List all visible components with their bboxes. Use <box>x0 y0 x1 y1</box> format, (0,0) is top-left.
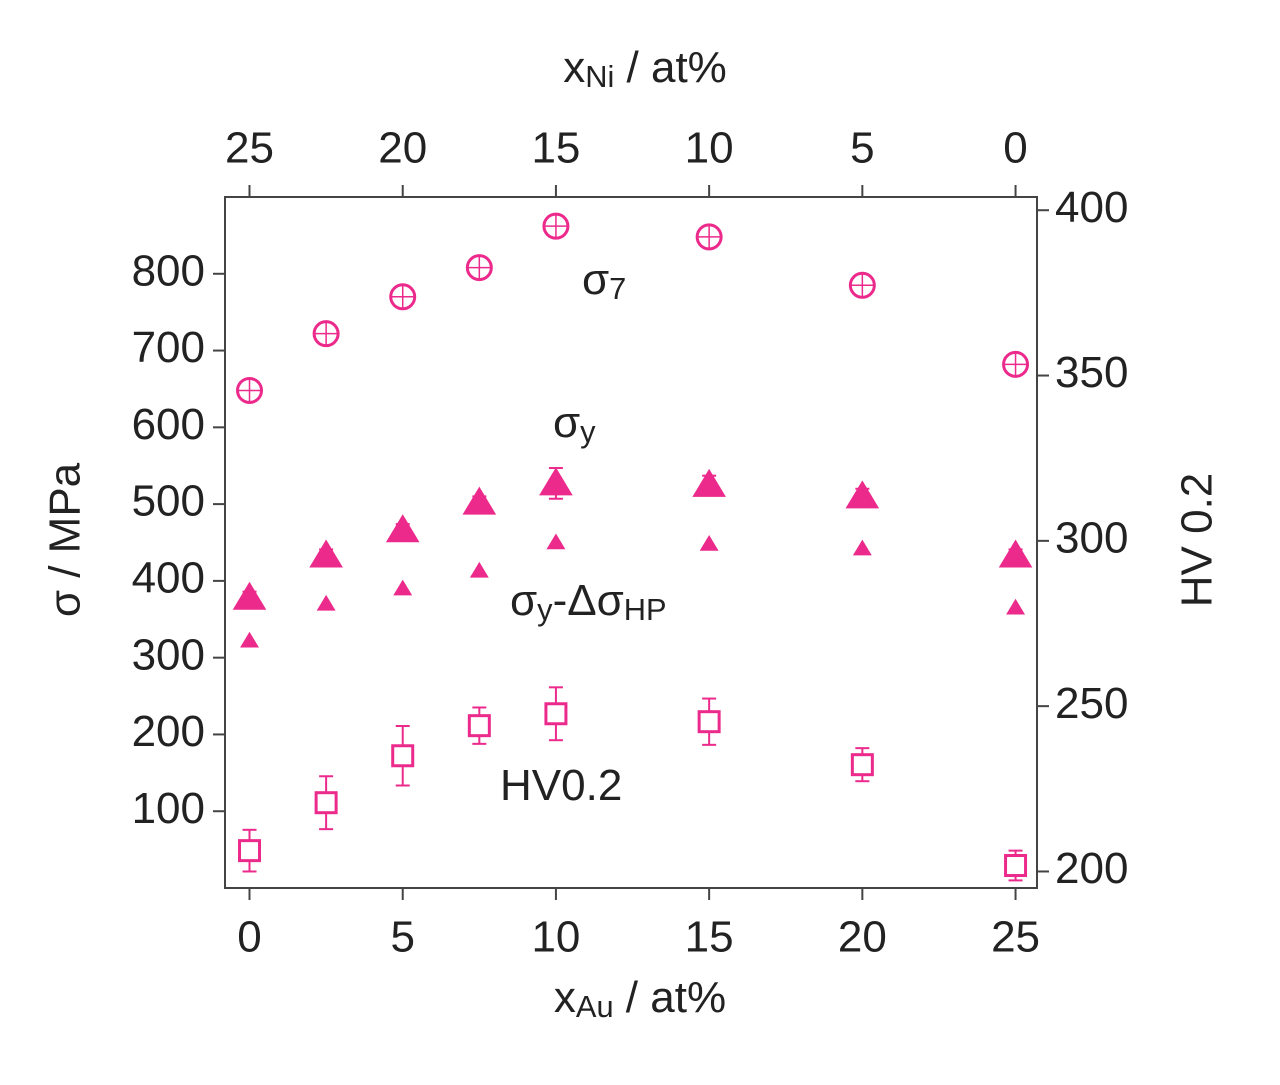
x2-axis-title-part: / at% <box>614 43 727 92</box>
x2-axis-title-part: x <box>563 43 585 92</box>
x-tick-label: 5 <box>390 913 414 962</box>
square-point <box>391 744 415 768</box>
x-tick-label: 15 <box>685 913 734 962</box>
series-annotation-sub: 7 <box>609 271 626 306</box>
y-tick-label: 700 <box>132 323 205 372</box>
x-tick-label: 10 <box>531 913 580 962</box>
x-tick-label: 0 <box>237 913 261 962</box>
square-point <box>850 753 874 777</box>
x2-tick-label: 15 <box>531 124 580 173</box>
small-triangle-point <box>699 535 719 551</box>
x2-axis-title: xNi / at% <box>563 43 727 95</box>
triangle-point <box>845 480 880 509</box>
series-annotation-sub: HP <box>624 592 667 627</box>
triangle-point <box>692 468 726 497</box>
triangle-point <box>385 514 420 543</box>
y-tick-label: 200 <box>132 707 205 756</box>
series-annotation-part: σ <box>510 576 537 625</box>
x-axis-title: xAu / at% <box>554 973 726 1025</box>
square-point <box>238 839 262 863</box>
triangle-point <box>232 581 267 610</box>
y-tick-label: 600 <box>132 400 205 449</box>
circle-point <box>236 376 264 404</box>
series-annotation-part: -Δσ <box>553 576 624 625</box>
series-annotation-part: σ <box>553 398 580 447</box>
x2-tick-label: 5 <box>850 124 874 173</box>
circle-point <box>695 223 723 251</box>
triangle-point <box>462 486 497 515</box>
triangle-point <box>539 467 573 496</box>
y2-tick-label: 200 <box>1055 844 1128 893</box>
series-annotation: σy-ΔσHP <box>510 576 667 628</box>
series-annotation-sub: y <box>537 592 553 627</box>
y-tick-label: 800 <box>132 246 205 295</box>
square-point <box>314 791 338 815</box>
series-annotation-sub: y <box>580 414 596 449</box>
circle-point <box>465 254 493 282</box>
circle-point <box>389 283 417 311</box>
y-tick-label: 100 <box>132 784 205 833</box>
series-annotation: σ7 <box>582 255 626 307</box>
square-point <box>544 702 568 726</box>
small-triangle-point <box>1006 598 1026 615</box>
y-tick-label: 500 <box>132 477 205 526</box>
series-annotation: HV0.2 <box>500 761 622 810</box>
circle-point <box>312 320 340 348</box>
small-triangle-point <box>316 594 336 611</box>
y2-tick-label: 300 <box>1055 513 1128 562</box>
x-axis-title-sub: Au <box>576 989 614 1024</box>
x-axis-title-part: / at% <box>614 973 727 1022</box>
x2-tick-label: 25 <box>225 124 274 173</box>
series-annotation: σy <box>553 398 596 450</box>
triangle-point <box>998 539 1033 568</box>
y2-tick-label: 350 <box>1055 348 1128 397</box>
triangle-point <box>309 539 343 568</box>
x2-tick-label: 0 <box>1003 124 1027 173</box>
small-triangle-point <box>393 579 413 596</box>
y2-axis-title: HV 0.2 <box>1173 473 1222 608</box>
series-annotation-part: HV0.2 <box>500 761 622 810</box>
y-axis-title: σ / MPa <box>41 462 90 617</box>
small-triangle-point <box>852 539 872 556</box>
series-annotation-part: σ <box>582 255 609 304</box>
x2-tick-label: 20 <box>378 124 427 173</box>
x2-axis-title-sub: Ni <box>585 59 614 94</box>
plot-frame <box>224 196 1038 889</box>
circle-point <box>542 212 570 240</box>
y2-tick-label: 250 <box>1055 679 1128 728</box>
square-point <box>697 710 721 734</box>
square-point <box>467 714 491 738</box>
x-tick-label: 20 <box>838 913 887 962</box>
y-tick-label: 400 <box>132 554 205 603</box>
x2-tick-label: 10 <box>685 124 734 173</box>
y2-tick-label: 400 <box>1055 183 1128 232</box>
small-triangle-point <box>240 631 259 648</box>
x-tick-label: 25 <box>991 913 1040 962</box>
small-triangle-point <box>546 533 566 550</box>
square-point <box>1004 854 1028 878</box>
circle-point <box>1002 350 1030 378</box>
circle-point <box>848 271 876 299</box>
x-axis-title-part: x <box>554 973 576 1022</box>
small-triangle-point <box>469 561 489 578</box>
y-tick-label: 300 <box>132 630 205 679</box>
